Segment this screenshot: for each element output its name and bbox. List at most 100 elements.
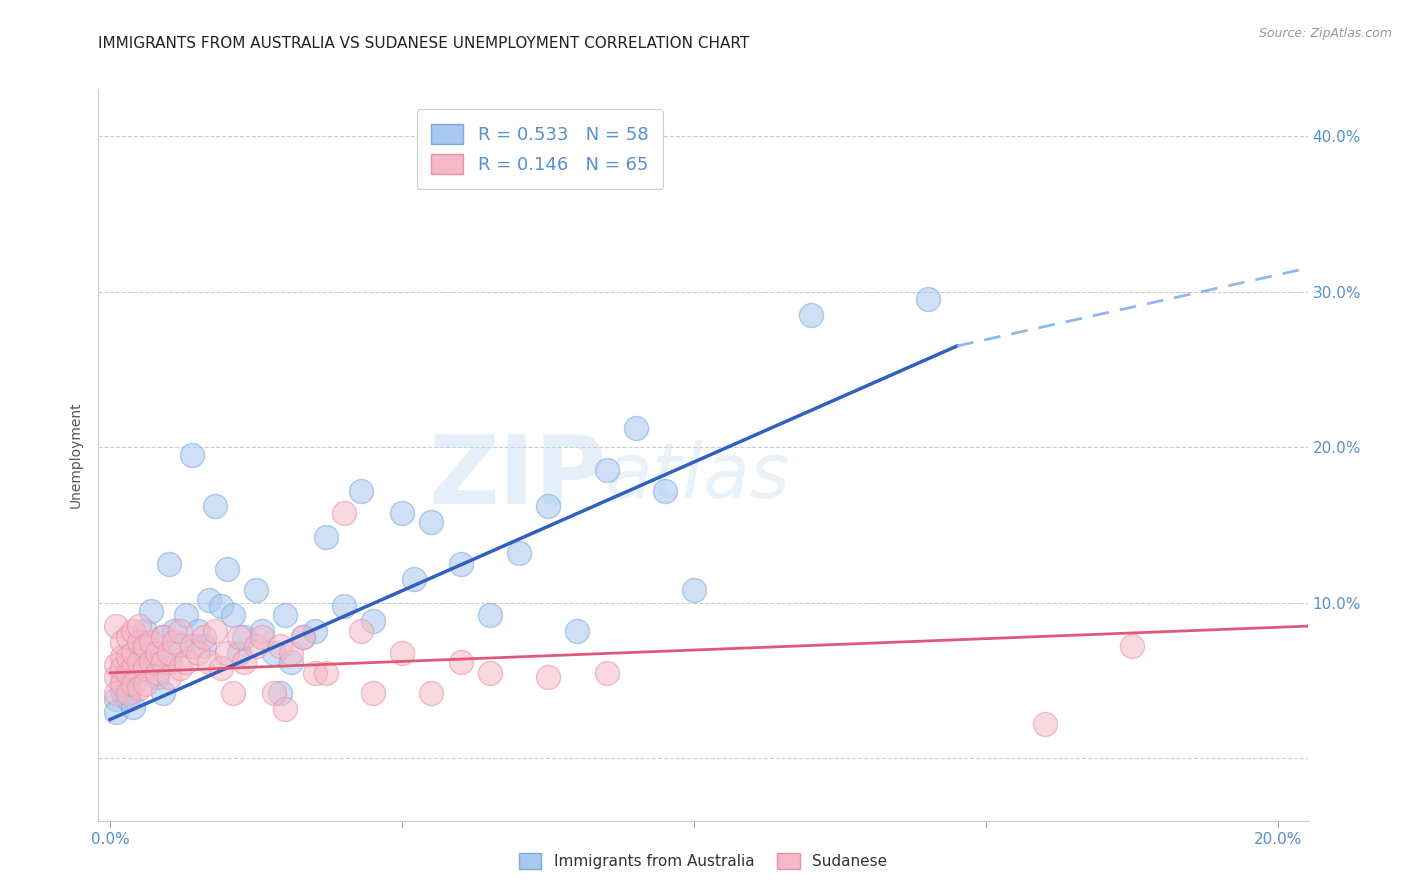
Point bbox=[800, 308, 823, 322]
Point bbox=[233, 630, 256, 644]
Point bbox=[304, 624, 326, 638]
Point bbox=[134, 676, 156, 690]
Point bbox=[280, 655, 302, 669]
Point bbox=[274, 701, 297, 715]
Point bbox=[157, 655, 180, 669]
Point bbox=[420, 515, 443, 529]
Point bbox=[537, 500, 560, 514]
Point bbox=[193, 630, 215, 644]
Point bbox=[169, 638, 191, 652]
Point bbox=[157, 646, 180, 660]
Point bbox=[134, 624, 156, 638]
Point bbox=[450, 557, 472, 571]
Point bbox=[263, 646, 285, 660]
Point bbox=[215, 646, 238, 660]
Point bbox=[269, 686, 291, 700]
Text: ZIP: ZIP bbox=[429, 430, 606, 524]
Point bbox=[228, 630, 250, 644]
Point bbox=[198, 592, 221, 607]
Point bbox=[291, 630, 314, 644]
Point bbox=[291, 630, 314, 644]
Point bbox=[624, 421, 647, 435]
Point bbox=[139, 646, 162, 660]
Point bbox=[683, 583, 706, 598]
Point bbox=[332, 599, 354, 613]
Point bbox=[117, 665, 139, 680]
Text: IMMIGRANTS FROM AUSTRALIA VS SUDANESE UNEMPLOYMENT CORRELATION CHART: IMMIGRANTS FROM AUSTRALIA VS SUDANESE UN… bbox=[98, 36, 749, 51]
Point bbox=[567, 624, 589, 638]
Point bbox=[117, 692, 139, 706]
Point bbox=[1033, 717, 1056, 731]
Point bbox=[152, 655, 174, 669]
Point bbox=[209, 599, 232, 613]
Point bbox=[157, 670, 180, 684]
Point bbox=[111, 661, 134, 675]
Point bbox=[187, 646, 209, 660]
Point bbox=[117, 630, 139, 644]
Point bbox=[117, 650, 139, 665]
Text: Source: ZipAtlas.com: Source: ZipAtlas.com bbox=[1258, 27, 1392, 40]
Point bbox=[402, 573, 425, 587]
Point bbox=[917, 293, 939, 307]
Point bbox=[222, 686, 245, 700]
Point bbox=[117, 676, 139, 690]
Point bbox=[169, 624, 191, 638]
Point bbox=[228, 646, 250, 660]
Point bbox=[187, 624, 209, 638]
Point bbox=[111, 673, 134, 688]
Y-axis label: Unemployment: Unemployment bbox=[69, 401, 83, 508]
Point bbox=[222, 608, 245, 623]
Point bbox=[104, 658, 127, 673]
Point bbox=[198, 655, 221, 669]
Point bbox=[361, 615, 384, 629]
Point bbox=[122, 624, 145, 638]
Point bbox=[146, 670, 169, 684]
Point bbox=[146, 646, 169, 660]
Point bbox=[250, 630, 273, 644]
Point bbox=[163, 624, 186, 638]
Point bbox=[215, 561, 238, 575]
Point bbox=[111, 634, 134, 648]
Point bbox=[134, 661, 156, 675]
Legend: Immigrants from Australia, Sudanese: Immigrants from Australia, Sudanese bbox=[512, 847, 894, 875]
Point bbox=[209, 661, 232, 675]
Point bbox=[204, 500, 226, 514]
Point bbox=[157, 557, 180, 571]
Point bbox=[104, 670, 127, 684]
Point bbox=[122, 646, 145, 660]
Point bbox=[332, 506, 354, 520]
Point bbox=[274, 608, 297, 623]
Point bbox=[134, 661, 156, 675]
Point bbox=[1121, 640, 1143, 654]
Point bbox=[152, 686, 174, 700]
Point bbox=[152, 630, 174, 644]
Point bbox=[139, 655, 162, 669]
Point bbox=[139, 603, 162, 617]
Point bbox=[245, 640, 267, 654]
Point bbox=[595, 463, 617, 477]
Text: atlas: atlas bbox=[606, 440, 790, 514]
Point bbox=[269, 640, 291, 654]
Point bbox=[163, 634, 186, 648]
Point bbox=[128, 619, 150, 633]
Point bbox=[233, 655, 256, 669]
Point bbox=[350, 624, 373, 638]
Point bbox=[361, 686, 384, 700]
Point bbox=[122, 700, 145, 714]
Point bbox=[654, 483, 676, 498]
Point bbox=[193, 640, 215, 654]
Point bbox=[104, 692, 127, 706]
Point bbox=[104, 686, 127, 700]
Point bbox=[391, 506, 413, 520]
Point bbox=[537, 670, 560, 684]
Point bbox=[111, 684, 134, 698]
Point bbox=[152, 630, 174, 644]
Point bbox=[128, 655, 150, 669]
Point bbox=[128, 681, 150, 696]
Point bbox=[128, 653, 150, 667]
Point bbox=[304, 665, 326, 680]
Point bbox=[478, 608, 501, 623]
Point bbox=[111, 650, 134, 665]
Point bbox=[174, 608, 197, 623]
Point bbox=[280, 646, 302, 660]
